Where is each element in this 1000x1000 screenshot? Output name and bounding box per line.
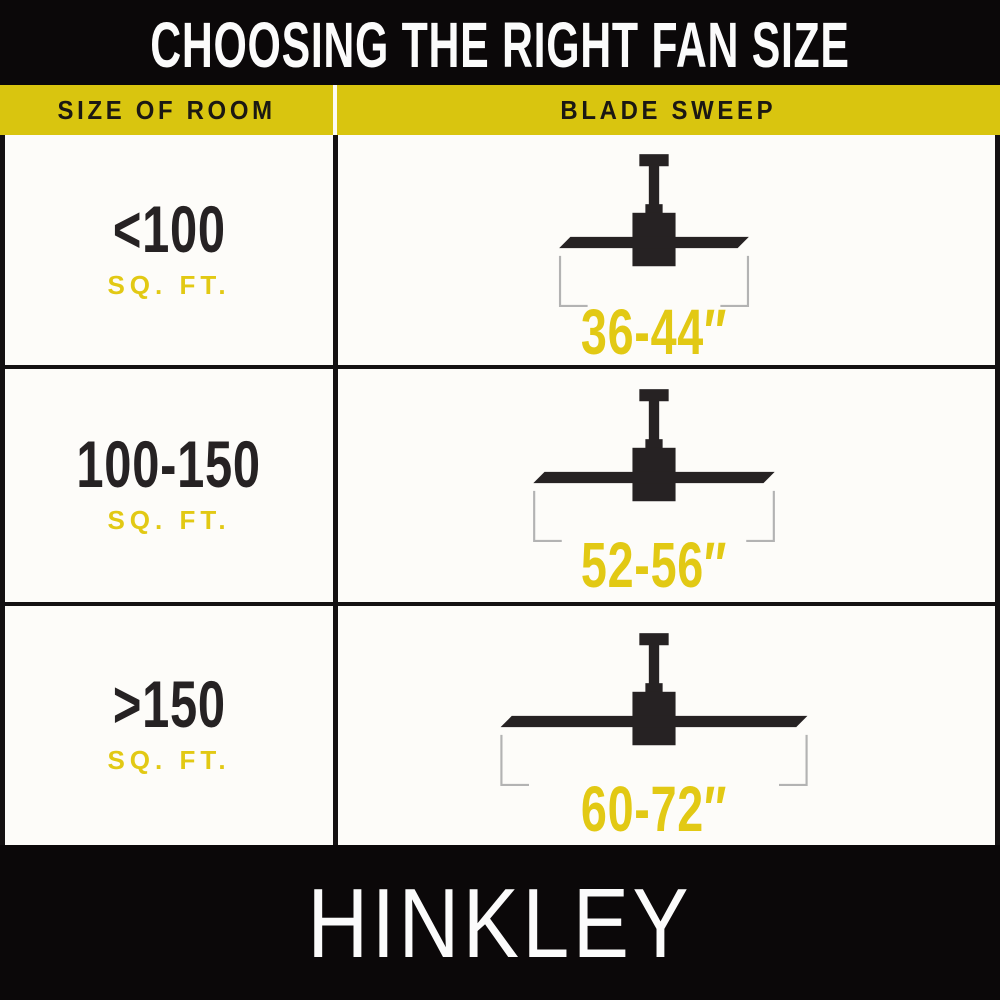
room-size-cell: <100 SQ. FT.	[5, 135, 338, 365]
table-row: 100-150 SQ. FT. 52-56″	[5, 365, 995, 602]
column-header-size-of-room: SIZE OF ROOM	[0, 85, 337, 135]
room-unit-label: SQ. FT.	[107, 505, 231, 535]
sweep-bracket-left	[558, 255, 588, 307]
room-size-value: >150	[112, 667, 226, 741]
fan-size-table: <100 SQ. FT. 36-44″ 100-150 S	[0, 135, 1000, 845]
blade-sweep-cell: 60-72″	[338, 606, 995, 845]
column-header-blade-sweep: BLADE SWEEP	[337, 85, 1000, 135]
sweep-bracket-left	[532, 490, 562, 542]
fan-collar	[644, 683, 663, 694]
ceiling-fan-icon	[499, 633, 808, 786]
title-bar: CHOOSING THE RIGHT FAN SIZE	[0, 0, 1000, 85]
blade-sweep-value-wrap: 36-44″	[553, 300, 753, 364]
fan-ceiling-mount	[638, 154, 669, 167]
column-header-label: SIZE OF ROOM	[57, 94, 276, 125]
room-size-value-wrap: 100-150	[44, 431, 293, 497]
brand-logo-text: HINKLEY	[307, 867, 693, 978]
blade-sweep-cell: 36-44″	[338, 135, 995, 365]
ceiling-fan-icon	[558, 154, 749, 307]
sweep-bracket-right	[778, 734, 808, 786]
fan-blades	[558, 236, 749, 249]
room-unit-label: SQ. FT.	[107, 269, 231, 300]
sweep-bracket-right	[745, 490, 775, 542]
room-size-value: <100	[112, 191, 226, 266]
room-size-cell: 100-150 SQ. FT.	[5, 369, 338, 602]
fan-downrod	[648, 643, 659, 689]
page-title: CHOOSING THE RIGHT FAN SIZE	[150, 8, 850, 81]
room-size-cell: >150 SQ. FT.	[5, 606, 338, 845]
table-row: <100 SQ. FT. 36-44″	[5, 135, 995, 365]
blade-sweep-value: 52-56″	[580, 529, 727, 601]
column-header-label: BLADE SWEEP	[560, 94, 777, 125]
fan-downrod	[648, 164, 659, 210]
blade-sweep-value-wrap: 52-56″	[553, 533, 753, 597]
fan-ceiling-mount	[638, 389, 669, 402]
brand-footer: HINKLEY	[0, 845, 1000, 1000]
fan-blades	[532, 471, 775, 484]
sweep-bracket-left	[499, 734, 529, 786]
blade-sweep-value: 36-44″	[580, 296, 727, 368]
fan-collar	[644, 439, 663, 450]
column-header-band: SIZE OF ROOM BLADE SWEEP	[0, 85, 1000, 135]
fan-blades	[500, 715, 807, 728]
blade-sweep-value-wrap: 60-72″	[553, 777, 753, 841]
blade-sweep-value: 60-72″	[580, 773, 727, 845]
ceiling-fan-icon	[532, 389, 775, 542]
fan-downrod	[648, 399, 659, 445]
sweep-bracket-right	[719, 255, 749, 307]
room-unit-label: SQ. FT.	[107, 745, 231, 775]
blade-sweep-cell: 52-56″	[338, 369, 995, 602]
room-size-value-wrap: >150	[93, 671, 246, 737]
fan-ceiling-mount	[638, 633, 669, 646]
room-size-value: 100-150	[76, 427, 262, 501]
table-row: >150 SQ. FT. 60-72″	[5, 602, 995, 845]
room-size-value-wrap: <100	[93, 196, 246, 262]
fan-collar	[644, 204, 663, 215]
